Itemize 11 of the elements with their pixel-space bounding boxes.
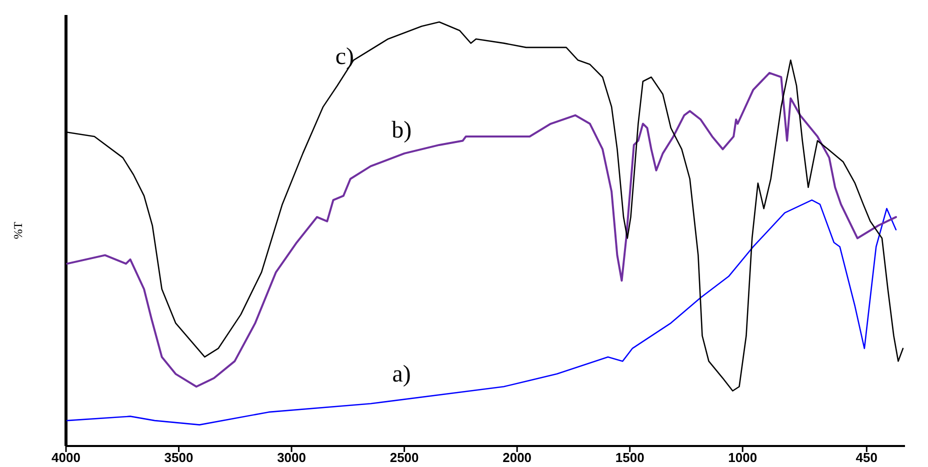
- x-tick-label: 450: [856, 450, 878, 465]
- x-tick-label: 1000: [728, 450, 758, 465]
- x-tick-label: 4000: [52, 450, 80, 465]
- series-label: a): [392, 362, 411, 388]
- x-tick-label: 2500: [390, 450, 419, 465]
- x-tick-label: 1500: [615, 450, 644, 465]
- x-tick-label: 2000: [502, 450, 532, 465]
- series-label: b): [392, 117, 412, 144]
- x-tick-label: 3000: [277, 450, 306, 465]
- x-tick-label: 3500: [164, 450, 194, 465]
- y-axis-title: %T: [11, 221, 25, 240]
